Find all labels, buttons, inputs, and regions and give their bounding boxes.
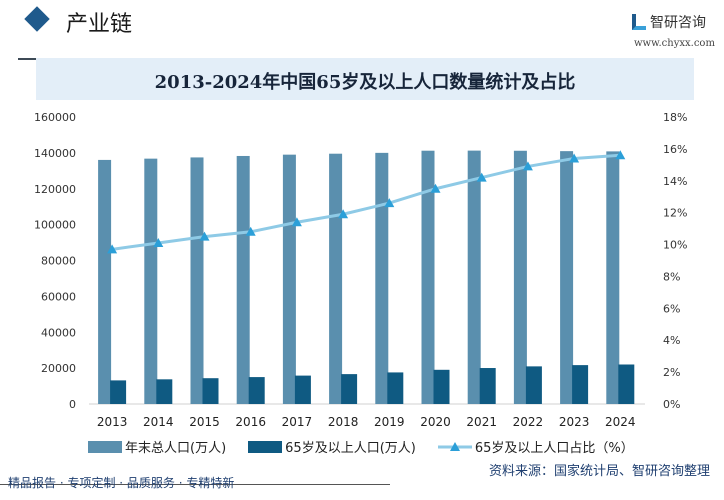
brand-logo: 智研咨询 [632,12,706,32]
x-tick-label: 2018 [328,415,359,429]
ratio-marker [291,217,302,227]
ratio-marker [384,198,395,208]
ratio-marker [338,209,349,219]
bar-total-population [606,151,620,404]
y-left-tick-label: 140000 [34,147,76,160]
legend-label: 65岁及以上人口占比（%） [474,441,634,456]
ratio-marker [615,150,626,160]
ratio-line [111,153,621,251]
bar-65plus-population [294,375,311,404]
ratio-marker [430,183,441,193]
bar-65plus-population [202,378,219,404]
y-left-tick-label: 60000 [41,290,76,303]
ratio-marker [153,237,164,247]
ratio-marker [245,226,256,236]
y-left-tick-label: 160000 [34,111,76,124]
ratio-marker [476,172,487,182]
bar-total-population [513,150,527,404]
legend-label: 65岁及以上人口(万人) [285,441,416,456]
y-left-tick-label: 0 [69,398,76,411]
legend-label: 年末总人口(万人) [125,441,227,456]
bar-total-population [421,150,435,404]
ratio-marker [569,153,580,163]
bar-65plus-population [525,366,542,404]
source-note: 资料来源：国家统计局、智研咨询整理 [488,464,710,479]
bar-total-population [329,153,343,404]
section-title: 产业链 [66,12,133,37]
x-tick-label: 2015 [189,415,220,429]
legend-swatch [248,440,283,453]
ratio-marker [107,244,118,254]
bar-65plus-population [110,380,127,404]
x-tick-label: 2023 [559,415,590,429]
legend-total: 年末总人口(万人) [88,437,226,456]
bar-total-population [467,150,481,404]
y-right-tick-label: 16% [663,143,687,156]
y-right-tick-label: 2% [663,366,680,379]
title-band: 2013-2024年中国65岁及以上人口数量统计及占比 [36,58,694,100]
legend-ratio: 65岁及以上人口占比（%） [437,437,634,456]
y-left-tick-label: 40000 [41,326,76,339]
x-tick-label: 2019 [374,415,405,429]
x-tick-label: 2017 [282,415,313,429]
brand-url: www.chyxx.com [634,38,715,49]
y-left-tick-label: 100000 [34,219,76,232]
bar-total-population [190,157,204,404]
footer-divider [0,484,390,485]
legend-line-marker [437,441,472,451]
y-right-tick-label: 4% [663,334,680,347]
slogan: 精品报告 · 专项定制 · 品质服务 · 专精特新 [8,476,235,490]
x-tick-label: 2020 [420,415,451,429]
y-right-tick-label: 14% [663,175,687,188]
x-tick-label: 2022 [513,415,544,429]
bar-65plus-population [433,369,450,404]
bar-65plus-population [618,364,635,404]
x-tick-label: 2021 [466,415,497,429]
y-right-tick-label: 0% [663,398,680,411]
logo-icon [632,14,646,30]
bar-65plus-population [479,368,496,404]
chart-title: 2013-2024年中国65岁及以上人口数量统计及占比 [154,72,576,93]
ratio-marker [522,161,533,171]
bar-total-population [236,155,250,404]
bar-total-population [375,152,389,404]
bar-65plus-population [248,377,265,404]
x-tick-label: 2014 [143,415,174,429]
ratio-marker [199,231,210,241]
brand-name: 智研咨询 [650,15,706,31]
bar-total-population [560,151,574,404]
y-right-tick-label: 10% [663,239,687,252]
legend: 年末总人口(万人) 65岁及以上人口(万人) 65岁及以上人口占比（%） [88,437,634,456]
y-right-tick-label: 8% [663,270,680,283]
bar-total-population [144,158,158,404]
bar-total-population [98,159,112,404]
y-right-tick-label: 12% [663,207,687,220]
bar-65plus-population [341,374,358,404]
x-tick-label: 2024 [605,415,636,429]
legend-65plus: 65岁及以上人口(万人) [248,437,416,456]
y-left-tick-label: 20000 [41,362,76,375]
bar-65plus-population [387,372,404,404]
bar-total-population [282,154,296,404]
bar-65plus-population [156,379,173,404]
y-right-tick-label: 6% [663,302,680,315]
x-tick-label: 2016 [235,415,266,429]
y-left-tick-label: 120000 [34,183,76,196]
y-left-tick-label: 80000 [41,255,76,268]
legend-swatch [88,440,122,453]
y-right-tick-label: 18% [663,111,687,124]
x-tick-label: 2013 [97,415,128,429]
bar-65plus-population [572,365,589,404]
